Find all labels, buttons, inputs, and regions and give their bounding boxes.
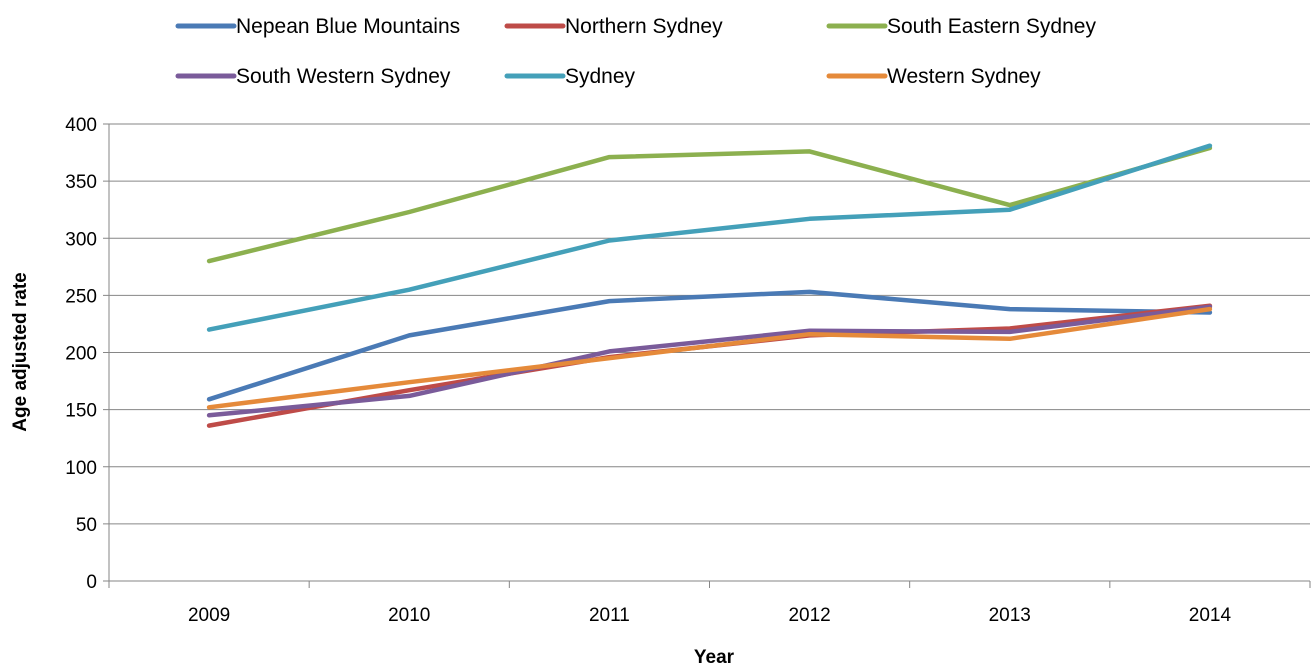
y-tick-label: 200 — [65, 344, 97, 365]
legend-label-nepean-blue-mountains: Nepean Blue Mountains — [236, 15, 460, 38]
series-line-sydney — [206, 143, 1213, 332]
y-tick-label: 300 — [65, 229, 97, 250]
series-line-nepean-blue-mountains — [206, 289, 1213, 402]
series-line-south-eastern-sydney — [206, 145, 1213, 264]
y-axis-title: Age adjusted rate — [10, 272, 31, 431]
y-tick-label: 150 — [65, 401, 97, 422]
series-line-south-western-sydney — [206, 304, 1213, 418]
y-tick-label: 50 — [76, 515, 97, 536]
y-tick-label: 350 — [65, 172, 97, 193]
axes: 0 50 100 150 200 250 300 350 400 2009 2010 2011 2012… — [65, 115, 1311, 626]
x-axis-title: Year — [694, 647, 735, 666]
grid-lines — [109, 123, 1310, 525]
legend: Nepean Blue Mountains Northern Sydney Sout… — [175, 15, 1096, 88]
series-line-western-sydney — [206, 306, 1213, 410]
x-tick-label: 2013 — [989, 605, 1031, 626]
y-tick-label: 400 — [65, 115, 97, 136]
y-tick-label: 100 — [65, 458, 97, 479]
y-tick-label: 250 — [65, 286, 97, 307]
x-tick-label: 2010 — [388, 605, 430, 626]
x-tick-label: 2009 — [188, 605, 230, 626]
x-tick-label: 2012 — [788, 605, 830, 626]
y-tick-label: 0 — [86, 572, 97, 593]
legend-label-sydney: Sydney — [565, 65, 636, 88]
x-tick-label: 2011 — [589, 605, 630, 626]
series-lines — [206, 143, 1213, 428]
legend-label-south-eastern-sydney: South Eastern Sydney — [887, 15, 1096, 38]
legend-label-western-sydney: Western Sydney — [887, 65, 1041, 88]
x-tick-label: 2014 — [1189, 605, 1232, 626]
legend-label-south-western-sydney: South Western Sydney — [236, 65, 451, 88]
legend-label-northern-sydney: Northern Sydney — [565, 15, 723, 38]
